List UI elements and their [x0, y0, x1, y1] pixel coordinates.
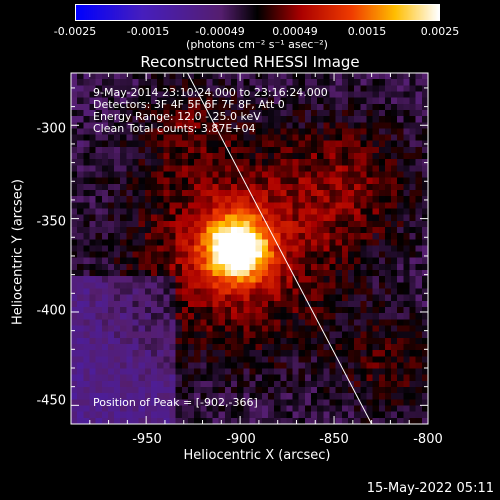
colorbar-tick-label: -0.0025 — [53, 25, 97, 38]
annotation-detectors: Detectors: 3F 4F 5F 6F 7F 8F, Att 0 — [93, 98, 285, 111]
colorbar-tick-label: 0.0025 — [420, 25, 460, 38]
colorbar-tick-label: -0.00049 — [195, 25, 245, 38]
y-tick-label: -400 — [36, 303, 66, 319]
colorbar-tick-label: -0.0015 — [126, 25, 170, 38]
annotation-peak-position: Position of Peak = [-902,-366] — [93, 396, 258, 409]
y-tick-label: -300 — [36, 121, 66, 137]
y-tick-label: -450 — [36, 393, 66, 409]
colorbar — [75, 4, 440, 21]
generation-timestamp: 15-May-2022 05:11 — [366, 481, 494, 496]
x-tick-label: -950 — [132, 432, 162, 447]
annotation-energy-range: Energy Range: 12.0 - 25.0 keV — [93, 110, 261, 123]
x-tick-label: -800 — [413, 432, 443, 447]
chart-title: Reconstructed RHESSI Image — [140, 53, 360, 71]
x-tick-label: -900 — [226, 432, 256, 447]
x-tick-label: -850 — [319, 432, 349, 447]
x-axis-label: Heliocentric X (arcsec) — [183, 448, 331, 463]
annotation-total-counts: Clean Total counts: 3.87E+04 — [93, 122, 256, 135]
colorbar-tick-label: 0.0015 — [347, 25, 387, 38]
y-axis-label: Heliocentric Y (arcsec) — [10, 179, 26, 325]
annotation-time-range: 9-May-2014 23:10:24.000 to 23:16:24.000 — [93, 86, 328, 99]
y-tick-label: -350 — [36, 214, 66, 230]
colorbar-tick-label: 0.00049 — [272, 25, 318, 38]
colorbar-unit-label: (photons cm⁻² s⁻¹ asec⁻²) — [186, 38, 328, 51]
